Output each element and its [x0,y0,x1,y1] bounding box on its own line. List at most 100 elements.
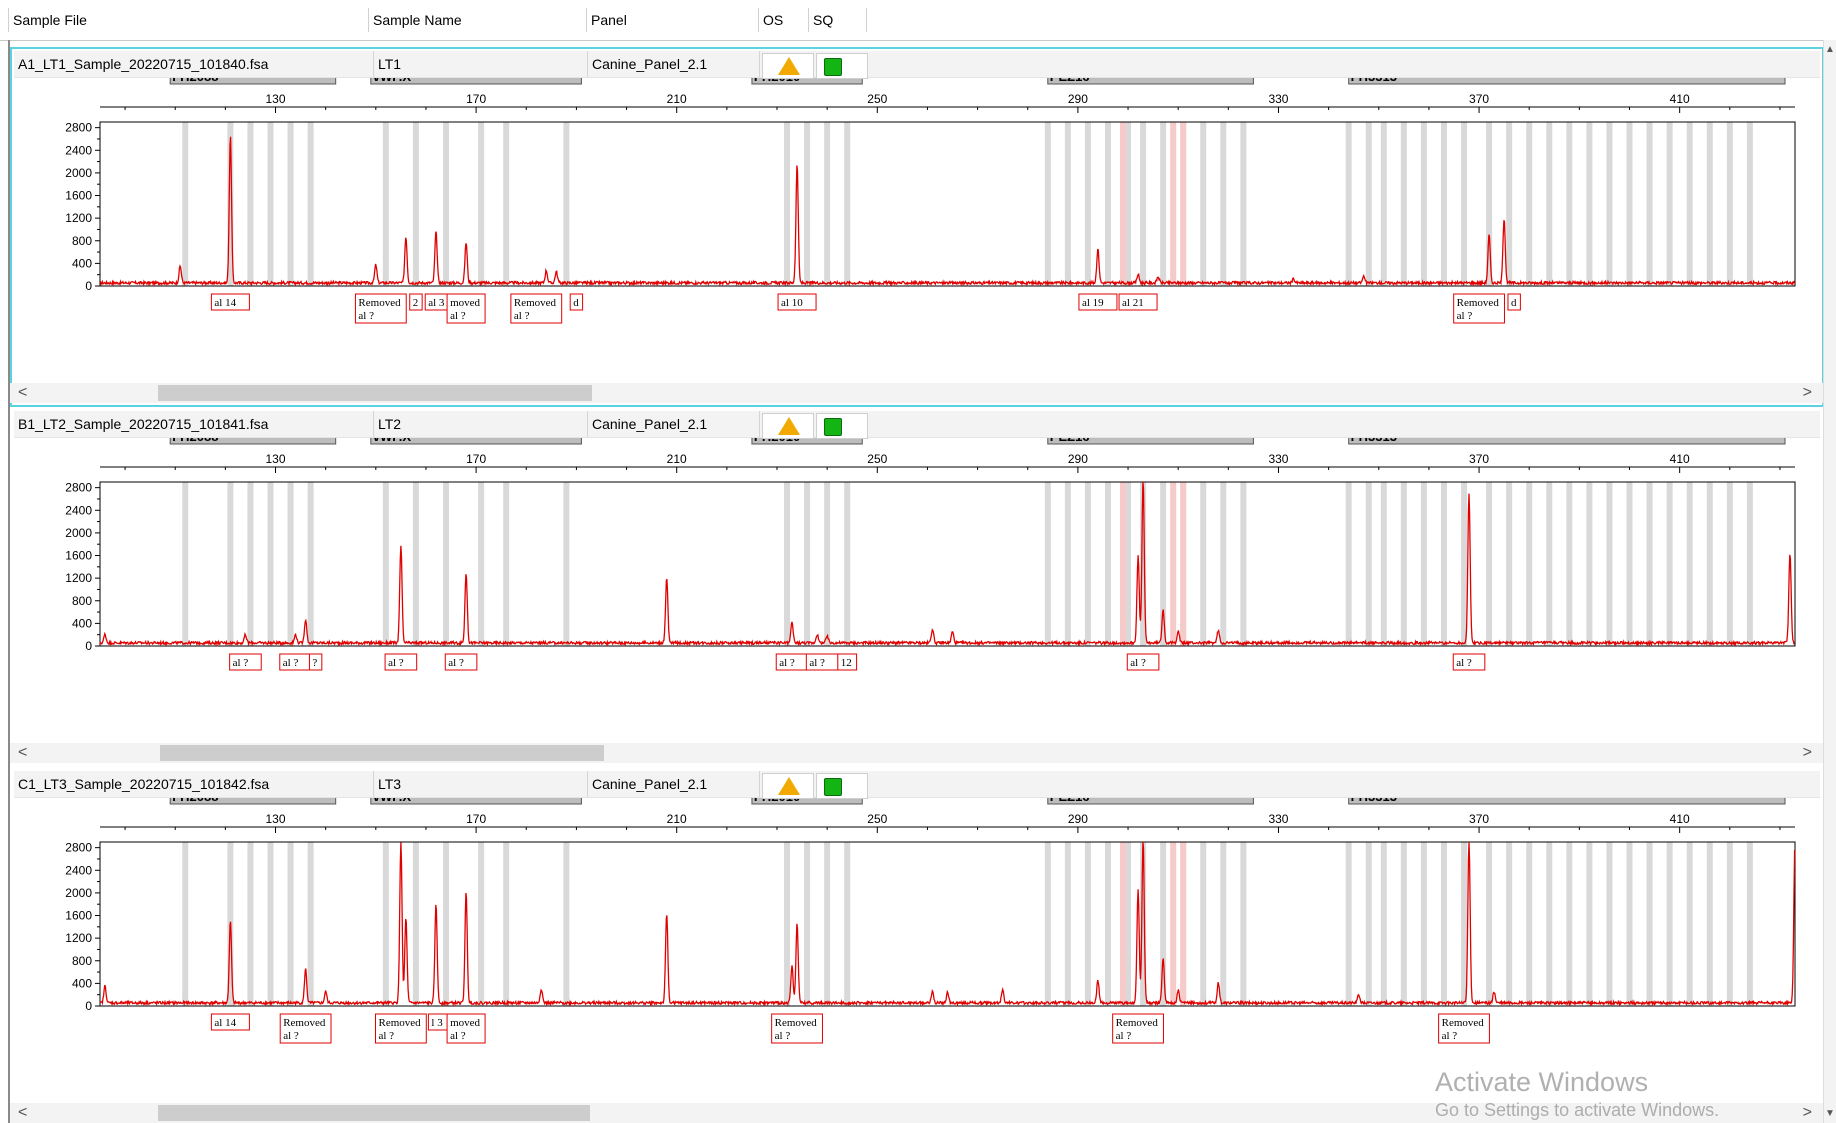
allele-bin [1546,482,1552,646]
scroll-thumb[interactable] [158,385,592,401]
scroll-thumb[interactable] [158,1105,590,1121]
allele-bin [1381,122,1387,286]
scroll-right-icon[interactable]: > [1803,383,1812,403]
allele-label: al ? [445,654,477,670]
allele-bin [182,842,188,1006]
scroll-left-icon[interactable]: < [18,383,27,403]
y-tick-label: 400 [72,616,92,630]
y-tick-label: 0 [85,279,92,293]
allele-bin [824,482,830,646]
allele-label-text: al ? [779,657,795,669]
sample-name-cell: LT1 [374,51,588,77]
plot-frame [100,842,1795,1006]
y-tick-label: 2000 [65,526,92,540]
allele-bin [1085,482,1091,646]
y-tick-label: 2800 [65,841,92,855]
sample-name-cell: LT2 [374,411,588,437]
column-sample-file[interactable]: Sample File [8,8,368,32]
allele-bin [1546,842,1552,1006]
allele-label-text: al ? [283,1030,299,1042]
allele-label-text: al ? [358,310,374,322]
allele-bin [1240,842,1246,1006]
allele-bin [1707,842,1713,1006]
allele-label-text: Removed [378,1017,421,1029]
allele-bin [247,482,253,646]
allele-bin [844,122,850,286]
y-tick-label: 2400 [65,143,92,157]
electropherogram-2[interactable]: FH2088vWF.XFH2010PEZ16FH3313130170210250… [10,407,1824,747]
allele-bin [1506,482,1512,646]
warning-icon[interactable] [762,53,814,79]
quality-ok-icon[interactable] [816,413,868,439]
allele-label-text: l 3 [431,1017,443,1029]
scroll-up-icon[interactable]: ▲ [1825,44,1835,55]
allele-bin [1707,122,1713,286]
allele-bin [1606,122,1612,286]
allele-bin [478,842,484,1006]
allele-bin [1045,122,1051,286]
allele-label: Removedal ? [1113,1014,1164,1043]
allele-label: d [1508,294,1520,310]
quality-ok-icon[interactable] [816,773,868,799]
electropherogram-3[interactable]: FH2088vWF.XFH2010PEZ16FH3313130170210250… [10,767,1824,1107]
allele-bin [1105,122,1111,286]
allele-bin [1727,842,1733,1006]
allele-bin [1421,122,1427,286]
allele-bin [1085,122,1091,286]
electropherogram-1[interactable]: FH2088vWF.XFH2010PEZ16FH3313130170210250… [10,47,1824,387]
allele-label: al ? [1127,654,1159,670]
sample-panel-1[interactable]: FH2088vWF.XFH2010PEZ16FH3313130170210250… [10,47,1824,407]
allele-label: movedal ? [447,1014,485,1043]
scroll-left-icon[interactable]: < [18,743,27,763]
allele-bin [1160,482,1166,646]
allele-label-text: d [1511,297,1517,309]
allele-bin [1627,482,1633,646]
scroll-left-icon[interactable]: < [18,1103,27,1123]
y-tick-label: 800 [72,234,92,248]
allele-label-text: Removed [1457,297,1500,309]
allele-label-text: d [573,297,579,309]
allele-label-text: al ? [1116,1030,1132,1042]
allele-bin [1586,122,1592,286]
allele-label-text: Removed [1442,1017,1485,1029]
allele-label-text: al ? [809,657,825,669]
scroll-thumb[interactable] [160,745,604,761]
column-sample-name[interactable]: Sample Name [368,8,586,32]
column-header-bar: Sample File Sample Name Panel OS SQ [0,0,1836,41]
allele-bin [182,122,188,286]
horizontal-scrollbar-2[interactable]: < > [10,743,1824,763]
warning-icon[interactable] [762,773,814,799]
allele-bin [844,842,850,1006]
column-panel[interactable]: Panel [586,8,758,32]
x-tick-label: 170 [466,812,486,826]
allele-bin [413,842,419,1006]
scroll-right-icon[interactable]: > [1803,743,1812,763]
allele-label-text: al ? [775,1030,791,1042]
x-tick-label: 170 [466,452,486,466]
scroll-down-icon[interactable]: ▼ [1825,1108,1835,1119]
column-os[interactable]: OS [758,8,808,32]
sample-panel-2[interactable]: FH2088vWF.XFH2010PEZ16FH3313130170210250… [10,407,1824,767]
allele-label: al ? [230,654,262,670]
signal-trace [100,137,1795,284]
sample-row-header[interactable]: C1_LT3_Sample_20220715_101842.fsa LT3 Ca… [14,771,1820,798]
warning-icon[interactable] [762,413,814,439]
allele-bin [1160,842,1166,1006]
quality-ok-icon[interactable] [816,53,868,79]
allele-bin [563,122,569,286]
horizontal-scrollbar-1[interactable]: < > [10,383,1824,403]
scroll-right-icon[interactable]: > [1803,1103,1812,1123]
vertical-scrollbar[interactable]: ▲ ▼ [1823,40,1836,1123]
sample-row-header[interactable]: A1_LT1_Sample_20220715_101840.fsa LT1 Ca… [14,51,1820,78]
allele-label-text: al ? [1456,657,1472,669]
y-tick-label: 2000 [65,886,92,900]
allele-bin [308,482,314,646]
allele-bin [1220,842,1226,1006]
column-sq[interactable]: SQ [808,8,866,32]
allele-label: 12 [838,654,857,670]
x-tick-label: 170 [466,92,486,106]
allele-bin [1441,482,1447,646]
allele-bin [503,842,509,1006]
allele-bin [478,482,484,646]
sample-row-header[interactable]: B1_LT2_Sample_20220715_101841.fsa LT2 Ca… [14,411,1820,438]
